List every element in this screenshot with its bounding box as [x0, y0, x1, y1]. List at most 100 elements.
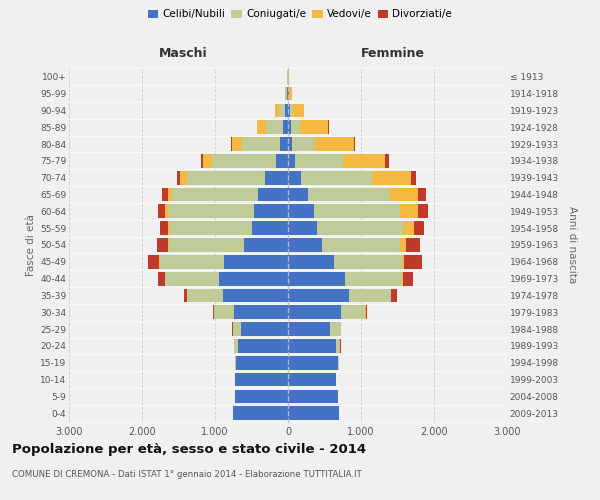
- Bar: [176, 171, 180, 184]
- Bar: [236, 356, 288, 370]
- Bar: [288, 188, 308, 202]
- Bar: [275, 154, 288, 168]
- Bar: [341, 306, 365, 319]
- Bar: [287, 86, 288, 101]
- Bar: [158, 204, 165, 218]
- Bar: [235, 356, 236, 370]
- Bar: [163, 188, 168, 202]
- Bar: [232, 137, 242, 151]
- Bar: [214, 306, 234, 319]
- Bar: [288, 171, 301, 184]
- Bar: [343, 154, 385, 168]
- Bar: [301, 171, 372, 184]
- Bar: [201, 154, 203, 168]
- Bar: [288, 356, 338, 370]
- Bar: [160, 222, 168, 235]
- Bar: [289, 86, 292, 101]
- Bar: [233, 406, 288, 420]
- Y-axis label: Fasce di età: Fasce di età: [26, 214, 36, 276]
- Bar: [288, 339, 336, 353]
- Text: Popolazione per età, sesso e stato civile - 2014: Popolazione per età, sesso e stato civil…: [12, 442, 366, 456]
- Bar: [301, 120, 328, 134]
- Bar: [316, 137, 354, 151]
- Text: Femmine: Femmine: [361, 48, 425, 60]
- Bar: [266, 120, 283, 134]
- Y-axis label: Anni di nascita: Anni di nascita: [567, 206, 577, 284]
- Bar: [235, 339, 238, 353]
- Bar: [322, 238, 400, 252]
- Bar: [167, 204, 254, 218]
- Bar: [252, 222, 288, 235]
- Bar: [203, 154, 212, 168]
- Bar: [354, 137, 355, 151]
- Bar: [390, 188, 418, 202]
- Bar: [288, 222, 317, 235]
- Bar: [317, 222, 403, 235]
- Bar: [148, 255, 159, 268]
- Bar: [285, 104, 288, 118]
- Bar: [168, 188, 172, 202]
- Bar: [180, 171, 187, 184]
- Bar: [166, 272, 220, 285]
- Bar: [235, 372, 288, 386]
- Bar: [403, 272, 413, 285]
- Bar: [224, 255, 288, 268]
- Bar: [286, 86, 287, 101]
- Bar: [235, 390, 288, 404]
- Bar: [238, 339, 288, 353]
- Bar: [290, 104, 293, 118]
- Bar: [160, 255, 224, 268]
- Bar: [279, 104, 285, 118]
- Bar: [400, 238, 406, 252]
- Bar: [242, 137, 280, 151]
- Bar: [288, 306, 341, 319]
- Bar: [345, 272, 402, 285]
- Bar: [275, 104, 279, 118]
- Bar: [234, 306, 288, 319]
- Bar: [314, 204, 400, 218]
- Bar: [244, 238, 288, 252]
- Bar: [167, 238, 169, 252]
- Bar: [402, 272, 403, 285]
- Bar: [418, 188, 427, 202]
- Bar: [187, 171, 265, 184]
- Bar: [288, 322, 331, 336]
- Bar: [288, 272, 345, 285]
- Bar: [165, 204, 167, 218]
- Bar: [293, 104, 304, 118]
- Bar: [220, 272, 288, 285]
- Bar: [257, 120, 266, 134]
- Bar: [391, 288, 397, 302]
- Bar: [288, 238, 322, 252]
- Bar: [403, 222, 413, 235]
- Bar: [288, 255, 334, 268]
- Bar: [410, 171, 416, 184]
- Bar: [331, 322, 341, 336]
- Bar: [288, 154, 295, 168]
- Bar: [288, 137, 292, 151]
- Legend: Celibi/Nubili, Coniugati/e, Vedovi/e, Divorziati/e: Celibi/Nubili, Coniugati/e, Vedovi/e, Di…: [143, 5, 457, 24]
- Bar: [288, 390, 338, 404]
- Bar: [365, 306, 367, 319]
- Bar: [295, 154, 343, 168]
- Bar: [385, 154, 389, 168]
- Bar: [254, 204, 288, 218]
- Bar: [283, 120, 288, 134]
- Bar: [372, 171, 410, 184]
- Bar: [170, 222, 252, 235]
- Bar: [291, 120, 301, 134]
- Bar: [292, 137, 316, 151]
- Bar: [187, 288, 223, 302]
- Bar: [288, 372, 336, 386]
- Bar: [400, 204, 418, 218]
- Bar: [349, 288, 391, 302]
- Bar: [158, 272, 165, 285]
- Bar: [212, 154, 275, 168]
- Text: COMUNE DI CREMONA - Dati ISTAT 1° gennaio 2014 - Elaborazione TUTTITALIA.IT: COMUNE DI CREMONA - Dati ISTAT 1° gennai…: [12, 470, 362, 479]
- Text: Maschi: Maschi: [158, 48, 207, 60]
- Bar: [308, 188, 390, 202]
- Bar: [233, 322, 241, 336]
- Bar: [168, 222, 170, 235]
- Bar: [288, 104, 290, 118]
- Bar: [157, 238, 167, 252]
